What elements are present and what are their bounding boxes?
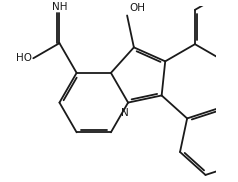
Text: OH: OH xyxy=(129,3,145,13)
Text: NH: NH xyxy=(52,2,67,12)
Text: N: N xyxy=(121,108,129,118)
Text: HO: HO xyxy=(16,53,32,63)
